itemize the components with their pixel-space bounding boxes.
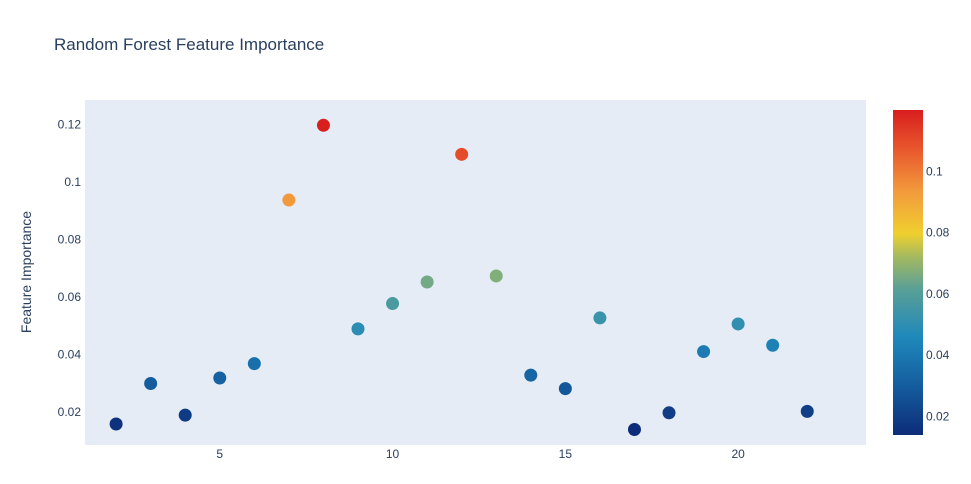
colorbar-tick-label: 0.1 <box>926 164 943 178</box>
data-point <box>455 147 469 161</box>
data-point <box>593 311 607 325</box>
data-point <box>558 382 572 396</box>
x-tick-label: 10 <box>386 447 400 461</box>
data-point <box>697 345 711 359</box>
data-point <box>386 297 400 311</box>
colorbar-tick-label: 0.06 <box>926 287 950 301</box>
data-point <box>524 368 538 382</box>
data-point <box>627 422 641 436</box>
y-tick-label: 0.12 <box>58 117 82 131</box>
x-tick-label: 15 <box>559 447 573 461</box>
data-point <box>420 275 434 289</box>
data-point <box>766 338 780 352</box>
y-tick-label: 0.02 <box>58 405 82 419</box>
data-point <box>213 371 227 385</box>
data-point <box>247 357 261 371</box>
chart-title: Random Forest Feature Importance <box>54 35 324 54</box>
data-point <box>662 406 676 420</box>
x-tick-label: 5 <box>216 447 223 461</box>
data-point <box>178 408 192 422</box>
y-tick-label: 0.06 <box>58 290 82 304</box>
data-point <box>282 193 296 207</box>
y-tick-label: 0.04 <box>58 347 82 361</box>
data-point <box>800 404 814 418</box>
y-axis-title: Feature Importance <box>18 211 34 333</box>
data-point <box>144 376 158 390</box>
data-point <box>351 322 365 336</box>
data-point <box>109 417 123 431</box>
y-axis: 0.02 0.04 0.06 0.08 0.1 0.12 <box>58 117 82 419</box>
data-point <box>316 118 330 132</box>
data-point <box>731 317 745 331</box>
colorbar-tick-label: 0.08 <box>926 226 950 240</box>
colorbar-axis: 0.02 0.04 0.06 0.08 0.1 <box>926 164 950 423</box>
plot-area <box>85 100 866 445</box>
y-tick-label: 0.1 <box>64 175 81 189</box>
colorbar-tick-label: 0.02 <box>926 409 950 423</box>
data-point <box>489 269 503 283</box>
y-tick-label: 0.08 <box>58 232 82 246</box>
x-tick-label: 20 <box>731 447 745 461</box>
colorbar <box>893 110 923 435</box>
colorbar-tick-label: 0.04 <box>926 348 950 362</box>
x-axis: 5 10 15 20 <box>216 447 745 461</box>
data-points <box>109 118 814 436</box>
